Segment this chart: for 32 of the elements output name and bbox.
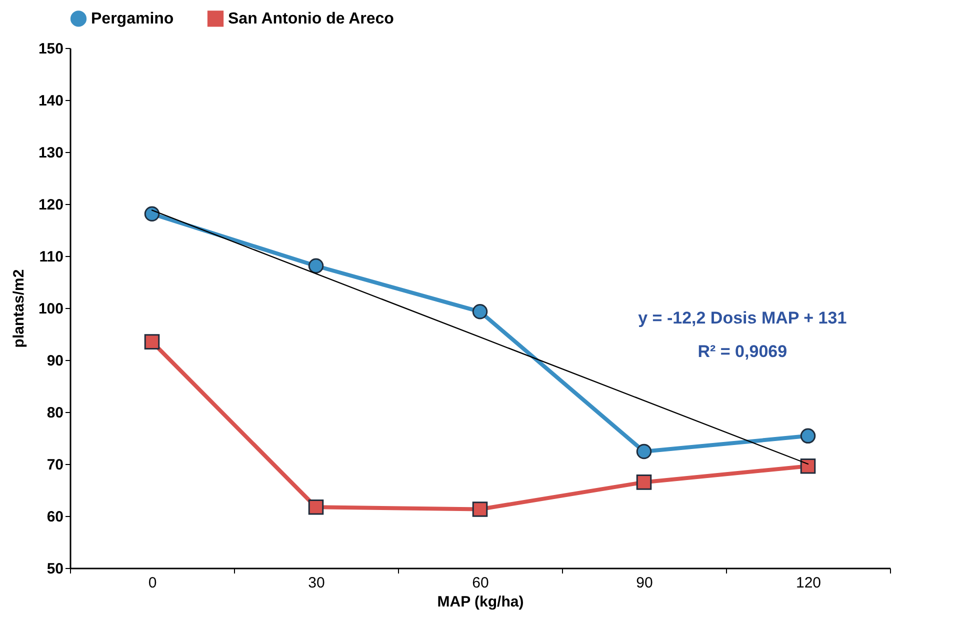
point [144,334,160,350]
y-tick-label: 130 [38,144,64,162]
y-tick-label: 100 [38,300,64,318]
x-tick-label: 0 [148,574,157,592]
point [144,206,160,222]
x-tick-label: 90 [636,574,653,592]
point [636,474,652,490]
annotation: R² = 0,9069 [698,342,788,362]
y-tick-label: 110 [39,248,64,266]
x-tick-label: 30 [308,574,325,592]
y-tick-label: 80 [46,404,64,422]
point [636,444,652,460]
legend-label: Pergamino [91,10,174,28]
point [308,500,324,515]
point [800,458,816,474]
y-tick-label: 50 [46,560,64,578]
point [800,428,816,444]
x-tick-label: 60 [472,574,489,592]
point [472,304,488,320]
y-tick-label: 140 [38,92,64,110]
x-tick-label: 120 [796,574,822,592]
y-tick-label: 120 [38,196,64,214]
y-tick-label: 60 [46,508,64,526]
point [472,502,488,517]
legend-label: San Antonio de Areco [228,10,394,28]
y-tick-label: 150 [38,40,64,58]
y-tick-label: 70 [46,456,64,474]
y-axis-title: plantas/m2 [10,269,28,348]
x-axis-title: MAP (kg/ha) [437,594,524,610]
y-tick-label: 90 [46,352,64,370]
point [308,258,324,274]
annotation: y = -12,2 Dosis MAP + 131 [638,308,847,328]
